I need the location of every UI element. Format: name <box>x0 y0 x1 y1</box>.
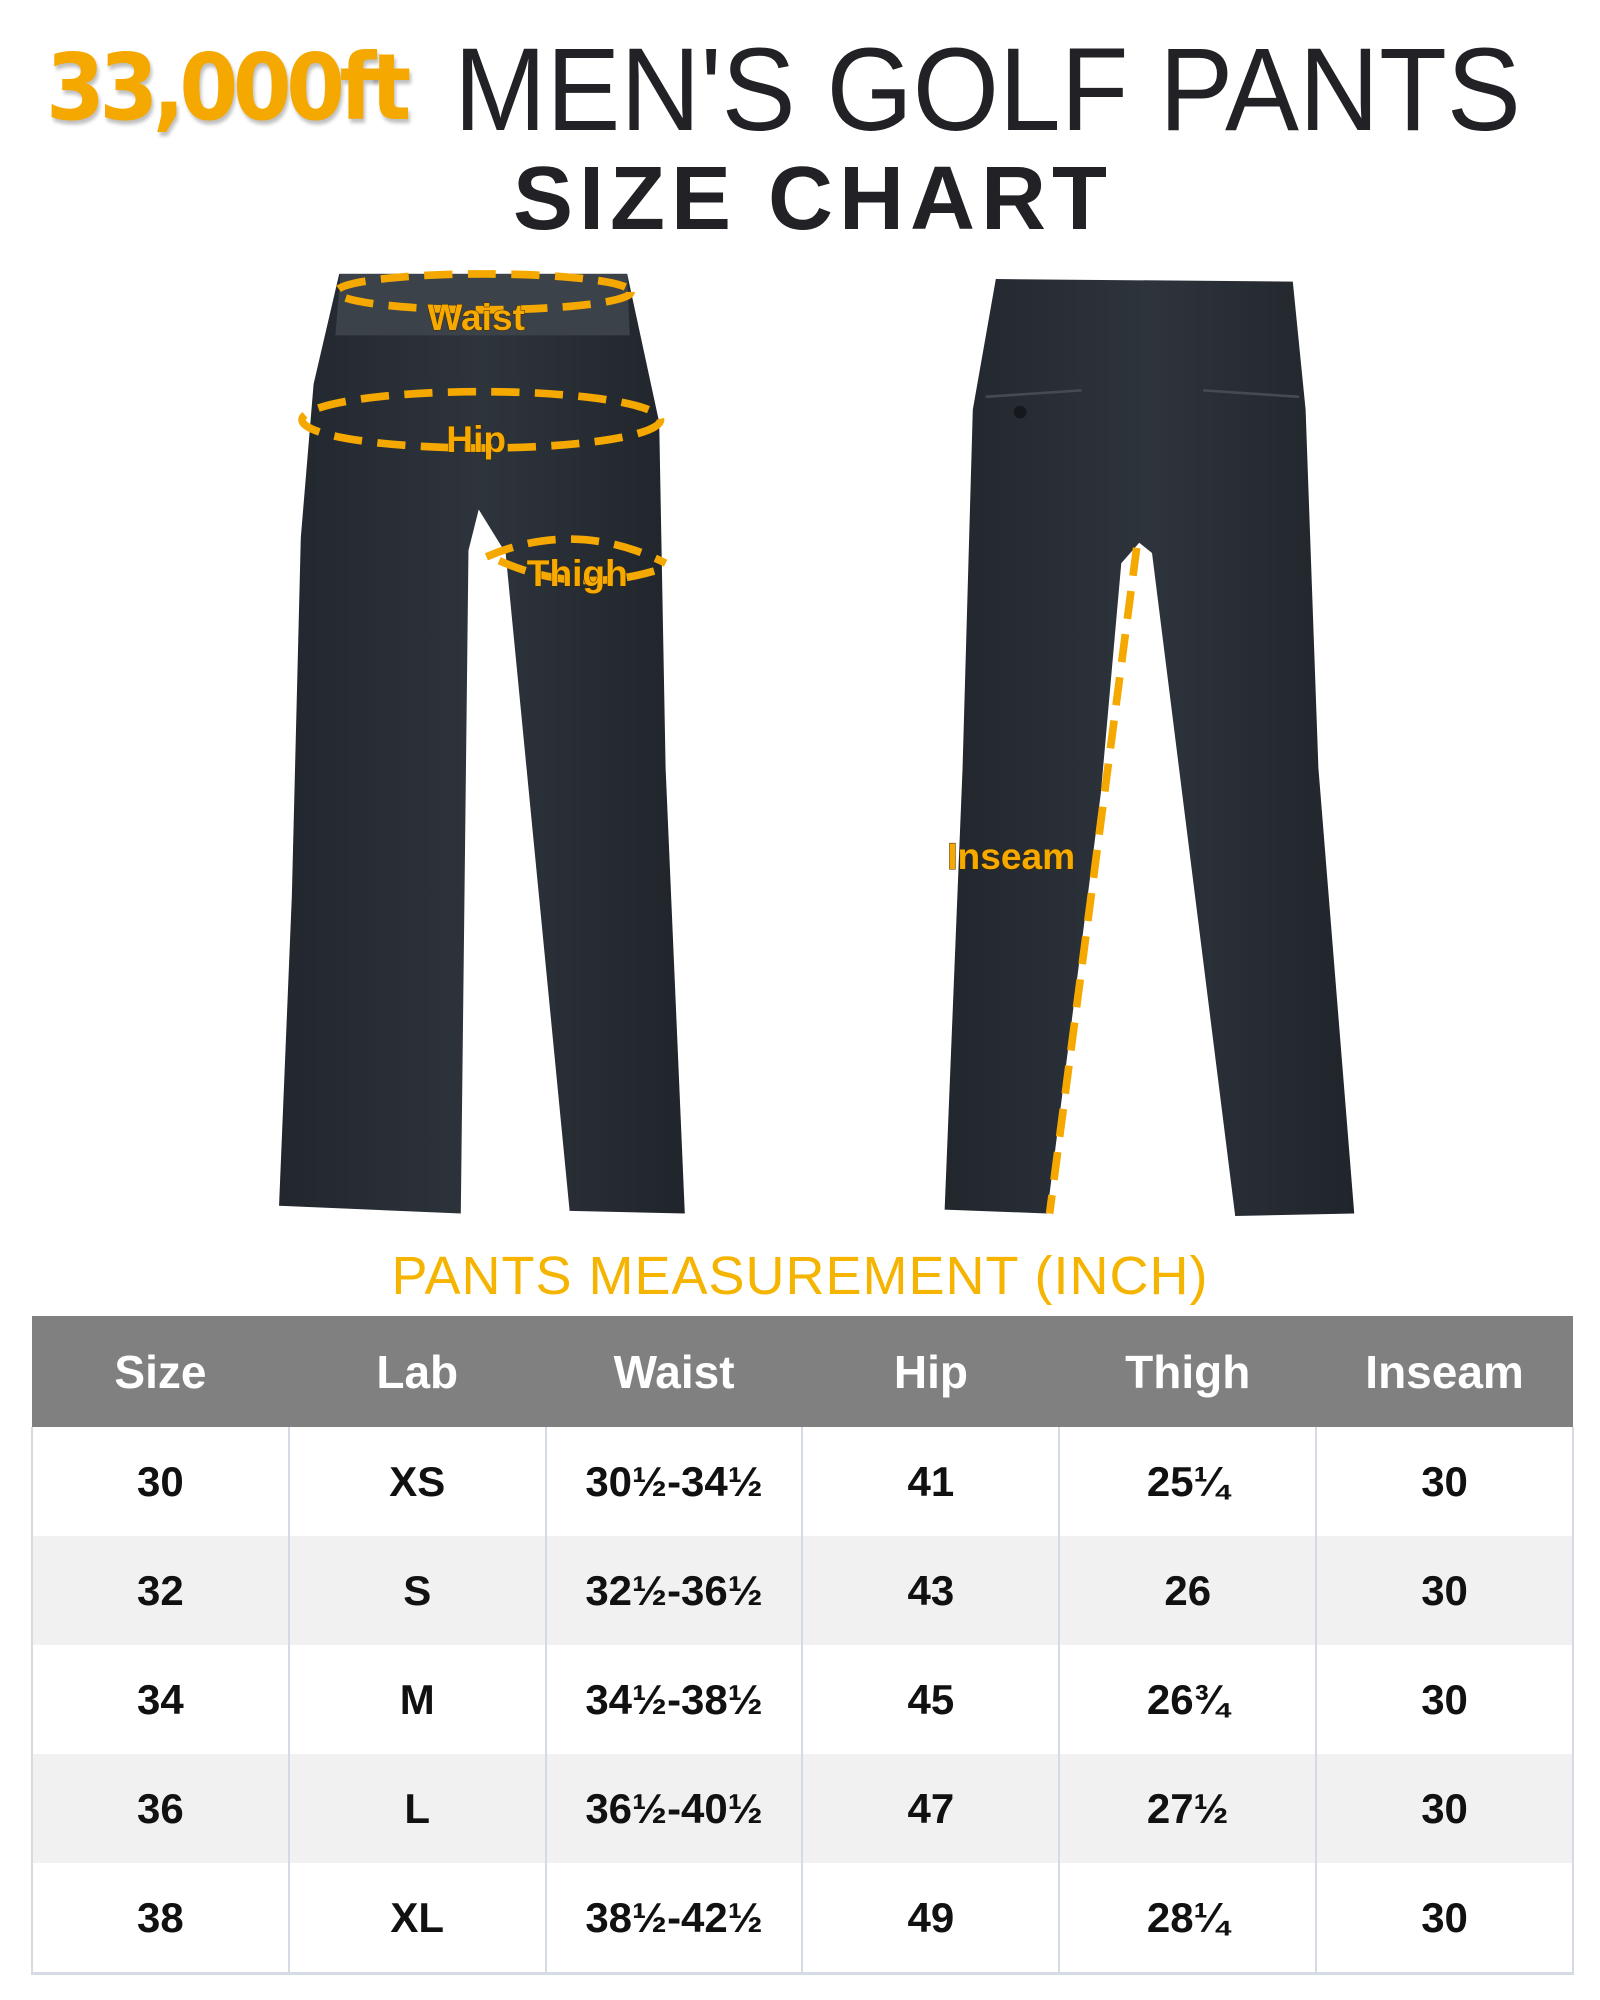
table-cell: S <box>287 1536 547 1645</box>
table-cell: 47 <box>801 1754 1061 1863</box>
table-cell: 30 <box>31 1427 290 1536</box>
column-header: Size <box>32 1316 289 1427</box>
table-cell: 27½ <box>1058 1754 1318 1863</box>
hip-dash-line <box>298 387 665 452</box>
table-cell: 32 <box>31 1536 290 1645</box>
brand-logo: 33,000ft <box>46 34 411 141</box>
table-cell: 30 <box>1315 1536 1574 1645</box>
page-title: MEN'S GOLF PANTS <box>454 24 1521 156</box>
table-cell: L <box>287 1754 547 1863</box>
size-table: Size Lab Waist Hip Thigh Inseam 30 XS 30½-… <box>31 1316 1574 1975</box>
table-cell: 30 <box>1315 1863 1574 1975</box>
waist-dash-line <box>332 270 635 314</box>
page-subtitle: SIZE CHART <box>513 149 1113 249</box>
table-header-row: Size Lab Waist Hip Thigh Inseam <box>32 1316 1573 1427</box>
table-cell: 30 <box>1315 1645 1574 1754</box>
table-row: 38 XL 38½-42½ 49 28¼ 30 <box>31 1863 1574 1975</box>
table-row: 36 L 36½-40½ 47 27½ 30 <box>31 1754 1574 1863</box>
front-pants-image <box>279 273 685 1214</box>
table-row: 34 M 34½-38½ 45 26¾ 30 <box>31 1645 1574 1754</box>
table-cell: XS <box>287 1427 547 1536</box>
table-cell: 49 <box>801 1863 1061 1975</box>
waist-label: Waist <box>427 296 525 338</box>
hip-label: Hip <box>446 418 506 460</box>
table-cell: 34½-38½ <box>544 1645 804 1754</box>
back-button <box>1013 405 1027 419</box>
table-cell: 36 <box>31 1754 290 1863</box>
back-pocket-left <box>985 389 1082 399</box>
inseam-dash-line <box>1045 547 1141 1214</box>
table-cell: 30 <box>1315 1427 1574 1536</box>
table-cell: 36½-40½ <box>544 1754 804 1863</box>
thigh-dash-line <box>484 535 668 585</box>
table-row: 32 S 32½-36½ 43 26 30 <box>31 1536 1574 1645</box>
table-cell: XL <box>287 1863 547 1975</box>
table-cell: 30½-34½ <box>544 1427 804 1536</box>
column-header: Lab <box>288 1316 546 1427</box>
table-cell: 26 <box>1058 1536 1318 1645</box>
column-header: Waist <box>545 1316 803 1427</box>
table-cell: 38½-42½ <box>544 1863 804 1975</box>
back-pants-image <box>944 279 1355 1216</box>
column-header: Thigh <box>1059 1316 1317 1427</box>
measurement-title: PANTS MEASUREMENT (INCH) <box>391 1246 1209 1306</box>
thigh-label: Thigh <box>527 552 628 594</box>
table-cell: 38 <box>31 1863 290 1975</box>
table-cell: 28¼ <box>1058 1863 1318 1975</box>
table-cell: 26¾ <box>1058 1645 1318 1754</box>
back-pocket-right <box>1203 389 1300 399</box>
table-cell: 30 <box>1315 1754 1574 1863</box>
column-header: Inseam <box>1316 1316 1573 1427</box>
front-waistband <box>335 273 630 336</box>
table-cell: 32½-36½ <box>544 1536 804 1645</box>
column-header: Hip <box>802 1316 1060 1427</box>
table-row: 30 XS 30½-34½ 41 25¼ 30 <box>31 1427 1574 1536</box>
table-cell: 43 <box>801 1536 1061 1645</box>
table-cell: M <box>287 1645 547 1754</box>
inseam-label: Inseam <box>947 835 1075 877</box>
table-cell: 45 <box>801 1645 1061 1754</box>
table-cell: 41 <box>801 1427 1061 1536</box>
table-cell: 34 <box>31 1645 290 1754</box>
table-cell: 25¼ <box>1058 1427 1318 1536</box>
